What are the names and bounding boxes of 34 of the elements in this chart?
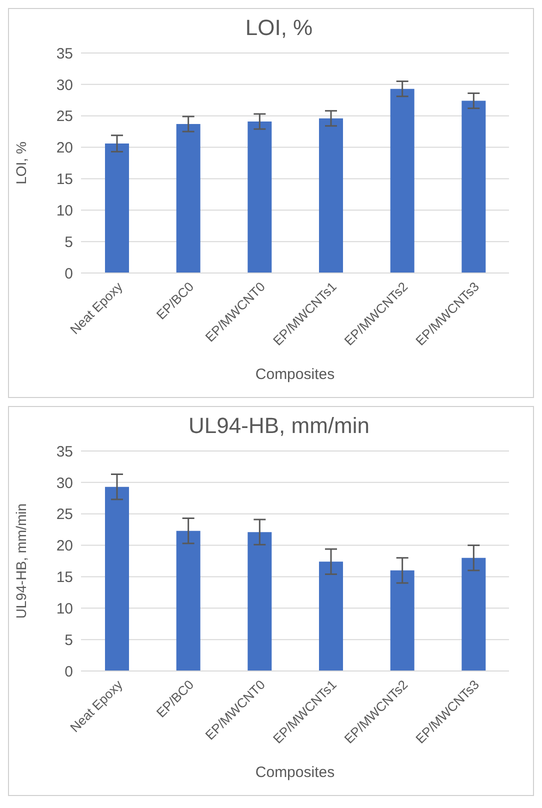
bar [462, 558, 486, 671]
x-axis-title: Composites [255, 366, 335, 383]
bar [462, 100, 486, 273]
bar [176, 530, 200, 671]
bar [105, 144, 129, 273]
y-tick-label: 30 [56, 474, 73, 492]
y-tick-label: 35 [56, 443, 73, 460]
y-tick-label: 25 [56, 108, 73, 126]
y-tick-label: 10 [56, 600, 73, 618]
y-axis-title: LOI, % [12, 142, 29, 184]
bar [319, 118, 343, 273]
bar [248, 532, 272, 671]
bar [176, 124, 200, 273]
bar [390, 570, 414, 671]
chart-title: LOI, % [245, 15, 313, 40]
y-tick-label: 10 [56, 202, 73, 220]
y-tick-label: 0 [64, 265, 73, 282]
y-tick-label: 35 [56, 45, 73, 62]
y-axis-title: UL94-HB, mm/min [12, 503, 29, 619]
bar [390, 88, 414, 273]
y-tick-label: 20 [56, 140, 73, 157]
bar [319, 562, 343, 671]
y-tick-label: 0 [64, 663, 73, 680]
y-tick-label: 15 [56, 569, 73, 586]
y-tick-label: 5 [64, 234, 73, 251]
y-tick-label: 25 [56, 506, 73, 524]
x-axis-title: Composites [255, 764, 335, 781]
y-tick-label: 30 [56, 76, 73, 94]
bar [248, 122, 272, 273]
bar [105, 486, 129, 671]
chart-title: UL94-HB, mm/min [188, 413, 370, 438]
y-tick-label: 15 [56, 171, 73, 188]
y-tick-label: 20 [56, 538, 73, 555]
y-tick-label: 5 [64, 632, 73, 649]
